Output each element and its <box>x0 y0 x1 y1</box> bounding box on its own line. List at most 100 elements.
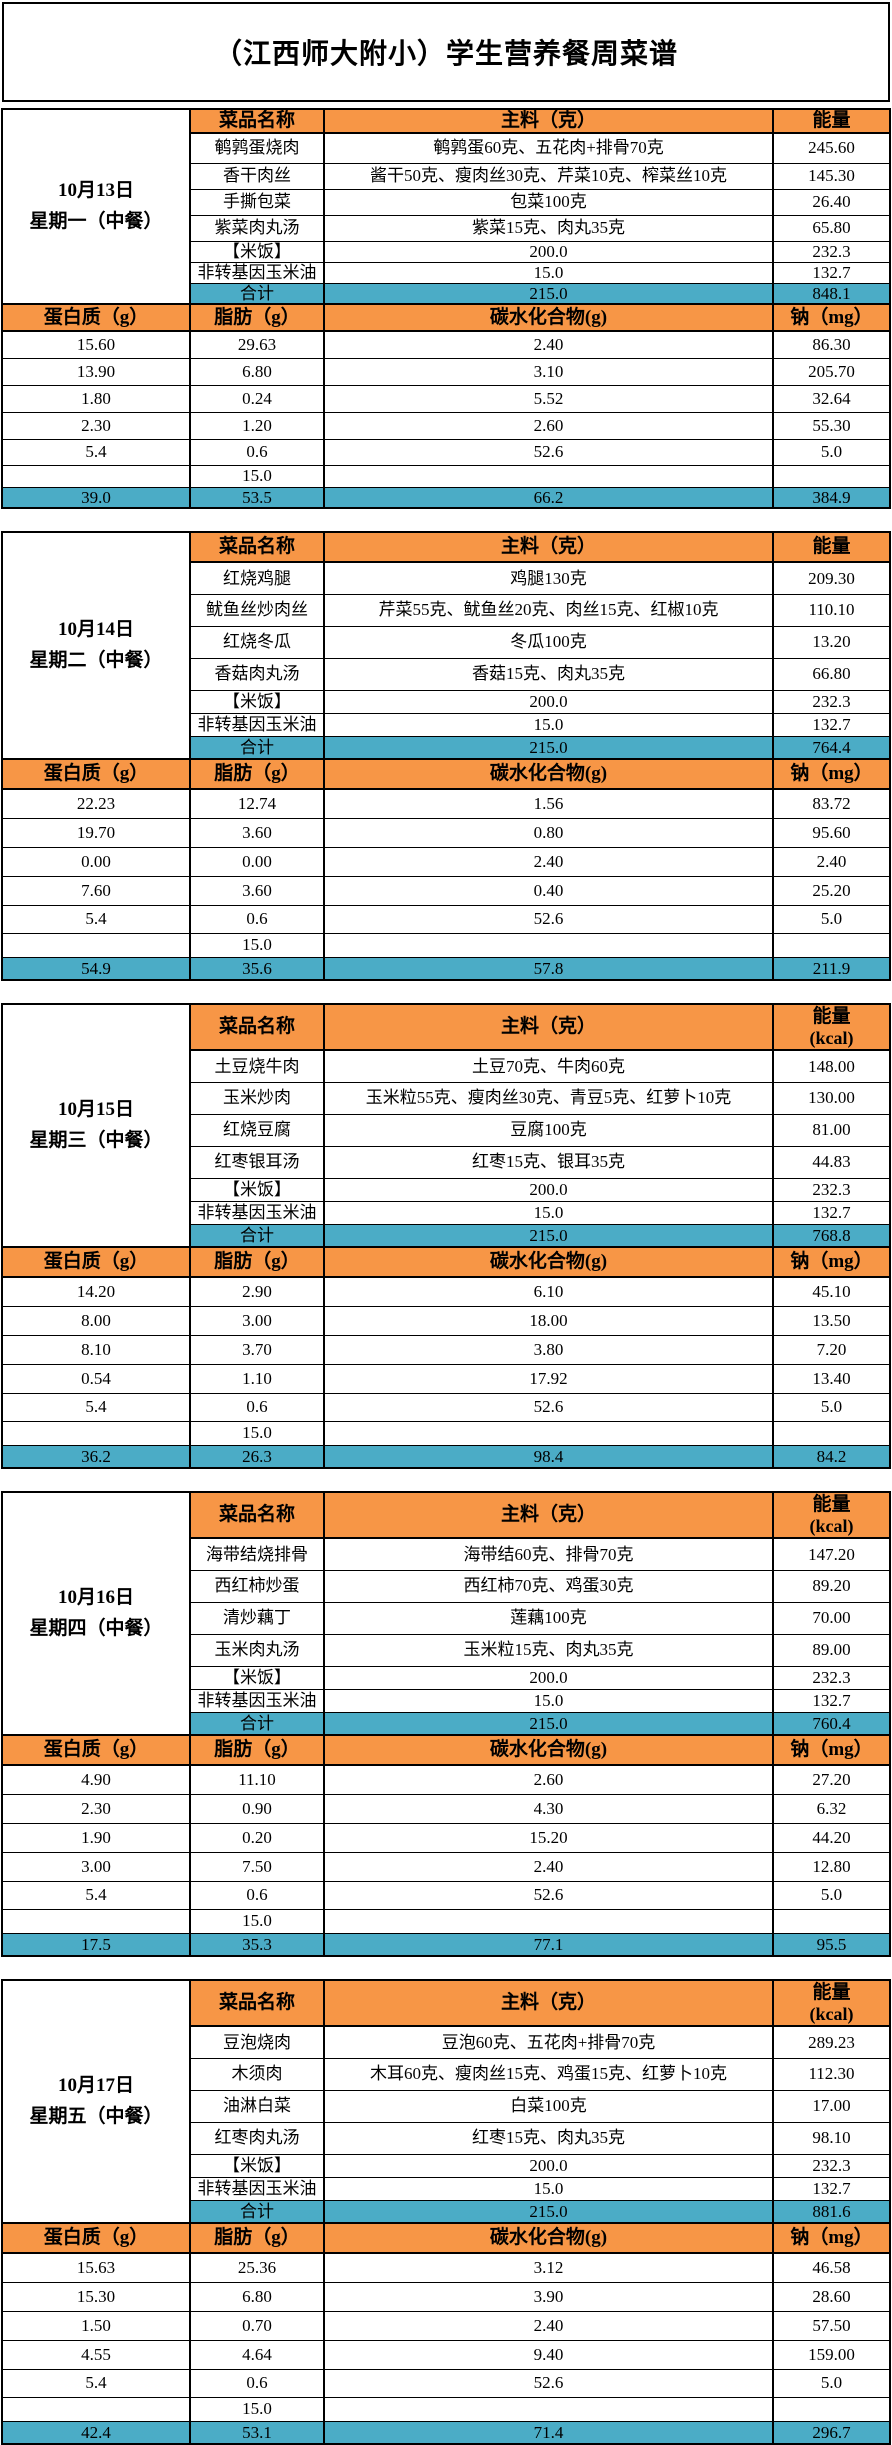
energy-cell: 130.00 <box>772 1081 891 1115</box>
dish-total-row: 合计 215.0 881.6 <box>2 2199 891 2224</box>
sodium-value-cell: 13.50 <box>772 1305 891 1336</box>
column-header-sodium: 钠（mg） <box>772 303 891 333</box>
sodium-value-cell: 2.40 <box>772 846 891 877</box>
energy-cell: 98.10 <box>772 2121 891 2155</box>
dish-name-cell: 玉米炒肉 <box>189 1081 325 1115</box>
nutrient-row: 4.90 11.10 2.60 27.20 <box>1 1764 891 1795</box>
carbs-value-cell: 6.10 <box>323 1276 774 1307</box>
nutrient-total-fat: 53.5 <box>189 486 325 509</box>
ingredients-cell: 200.0 <box>323 240 774 263</box>
weekday-label: 星期一（中餐） <box>29 210 163 232</box>
fat-value-cell: 6.80 <box>189 357 325 386</box>
ingredients-cell: 200.0 <box>323 1177 774 1202</box>
nutrient-header-row: 蛋白质（g） 脂肪（g） 碳水化合物(g) 钠（mg） <box>1 303 891 333</box>
dish-row: 香菇肉丸汤 香菇15克、肉丸35克 66.80 <box>2 657 891 691</box>
dish-name-cell: 油淋白菜 <box>189 2089 325 2123</box>
nutrient-row: 15.0 <box>1 932 891 958</box>
ingredients-cell: 木耳60克、瘦肉丝15克、鸡蛋15克、红萝卜10克 <box>323 2057 774 2091</box>
nutrient-row: 8.00 3.00 18.00 13.50 <box>1 1305 891 1336</box>
energy-cell: 232.3 <box>772 689 891 714</box>
dish-name-cell: 非转基因玉米油 <box>189 1688 325 1713</box>
fat-value-cell: 0.90 <box>189 1793 325 1824</box>
column-header-carbs: 碳水化合物(g) <box>323 2222 774 2255</box>
carbs-value-cell: 3.80 <box>323 1334 774 1365</box>
day-menu-table: 10月17日 星期五（中餐） 菜品名称 主料（克） 能量 (kcal) 豆泡烧肉… <box>1 1979 891 2445</box>
carbs-value-cell: 2.60 <box>323 411 774 440</box>
sodium-value-cell: 5.0 <box>772 2368 891 2398</box>
date-cell: 10月16日 星期四（中餐） <box>1 1491 191 1736</box>
nutrient-total-sodium: 384.9 <box>772 486 891 509</box>
dish-name-cell: 土豆烧牛肉 <box>189 1049 325 1083</box>
column-header-ingredients: 主料（克） <box>323 108 774 134</box>
dish-name-cell: 非转基因玉米油 <box>189 712 325 737</box>
protein-value-cell: 19.70 <box>1 817 191 848</box>
fat-value-cell: 0.24 <box>189 384 325 413</box>
nutrient-row: 19.70 3.60 0.80 95.60 <box>1 817 891 848</box>
dish-name-cell: 红烧冬瓜 <box>189 625 325 659</box>
nutrient-total-protein: 17.5 <box>1 1932 191 1957</box>
sodium-value-cell: 159.00 <box>772 2339 891 2370</box>
energy-cell: 110.10 <box>772 593 891 627</box>
carbs-value-cell <box>323 464 774 488</box>
protein-value-cell: 8.10 <box>1 1334 191 1365</box>
dish-row: 木须肉 木耳60克、瘦肉丝15克、鸡蛋15克、红萝卜10克 112.30 <box>2 2057 891 2091</box>
nutrient-total-protein: 54.9 <box>1 956 191 981</box>
column-header-dish-name: 菜品名称 <box>189 108 325 134</box>
ingredients-cell: 15.0 <box>323 261 774 284</box>
energy-label: 能量 <box>812 110 851 132</box>
sodium-value-cell: 32.64 <box>772 384 891 413</box>
nutrient-total-protein: 39.0 <box>1 486 191 509</box>
fat-value-cell: 3.60 <box>189 817 325 848</box>
column-header-sodium: 钠（mg） <box>772 758 891 791</box>
ingredients-cell: 香菇15克、肉丸35克 <box>323 657 774 691</box>
dish-total-grams: 215.0 <box>323 1223 774 1248</box>
energy-label: 能量 <box>812 536 851 558</box>
fat-value-cell: 0.00 <box>189 846 325 877</box>
dish-total-energy: 764.4 <box>772 735 891 760</box>
energy-cell: 70.00 <box>772 1601 891 1635</box>
energy-cell: 65.80 <box>772 214 891 242</box>
dish-row: 【米饭】 200.0 232.3 <box>2 689 891 714</box>
dish-row: 西红柿炒蛋 西红柿70克、鸡蛋30克 89.20 <box>2 1569 891 1603</box>
ingredients-cell: 豆泡60克、五花肉+排骨70克 <box>323 2025 774 2059</box>
protein-value-cell: 4.90 <box>1 1764 191 1795</box>
dish-row: 【米饭】 200.0 232.3 <box>2 1665 891 1690</box>
protein-value-cell: 22.23 <box>1 788 191 819</box>
ingredients-cell: 鹌鹑蛋60克、五花肉+排骨70克 <box>323 132 774 164</box>
column-header-energy: 能量 (kcal) <box>772 1003 891 1052</box>
dish-total-grams: 215.0 <box>323 282 774 305</box>
column-header-sodium: 钠（mg） <box>772 1734 891 1767</box>
fat-value-cell: 0.6 <box>189 438 325 466</box>
protein-value-cell: 15.60 <box>1 330 191 359</box>
dish-name-cell: 【米饭】 <box>189 1177 325 1202</box>
dish-row: 红枣肉丸汤 红枣15克、肉丸35克 98.10 <box>2 2121 891 2155</box>
weekday-label: 星期二（中餐） <box>29 649 163 671</box>
fat-value-cell: 1.10 <box>189 1363 325 1394</box>
nutrient-total-row: 36.2 26.3 98.4 84.2 <box>1 1444 891 1469</box>
energy-cell: 147.20 <box>772 1537 891 1571</box>
nutrient-row: 3.00 7.50 2.40 12.80 <box>1 1851 891 1882</box>
column-header-energy: 能量 <box>772 531 891 564</box>
nutrient-row: 22.23 12.74 1.56 83.72 <box>1 788 891 819</box>
protein-value-cell <box>1 2396 191 2422</box>
date-label: 10月13日 <box>57 180 134 202</box>
energy-cell: 148.00 <box>772 1049 891 1083</box>
dish-row: 手撕包菜 包菜100克 26.40 <box>2 188 891 216</box>
dish-row: 红烧冬瓜 冬瓜100克 13.20 <box>2 625 891 659</box>
sodium-value-cell: 45.10 <box>772 1276 891 1307</box>
carbs-value-cell <box>323 1908 774 1934</box>
day-menu-table: 10月16日 星期四（中餐） 菜品名称 主料（克） 能量 (kcal) 海带结烧… <box>1 1491 891 1958</box>
column-header-energy: 能量 (kcal) <box>772 1491 891 1540</box>
ingredients-cell: 芹菜55克、鱿鱼丝20克、肉丝15克、红椒10克 <box>323 593 774 627</box>
dish-name-cell: 红烧鸡腿 <box>189 561 325 595</box>
energy-cell: 26.40 <box>772 188 891 216</box>
nutrient-row: 15.0 <box>1 1420 891 1446</box>
ingredients-cell: 红枣15克、银耳35克 <box>323 1145 774 1179</box>
protein-value-cell: 2.30 <box>1 1793 191 1824</box>
dish-name-cell: 红烧豆腐 <box>189 1113 325 1147</box>
menu-days: 10月13日 星期一（中餐） 菜品名称 主料（克） 能量 鹌鹑蛋烧肉 鹌鹑蛋60克… <box>0 108 892 2445</box>
nutrient-row: 7.60 3.60 0.40 25.20 <box>1 875 891 906</box>
ingredients-cell: 包菜100克 <box>323 188 774 216</box>
sodium-value-cell: 25.20 <box>772 875 891 906</box>
